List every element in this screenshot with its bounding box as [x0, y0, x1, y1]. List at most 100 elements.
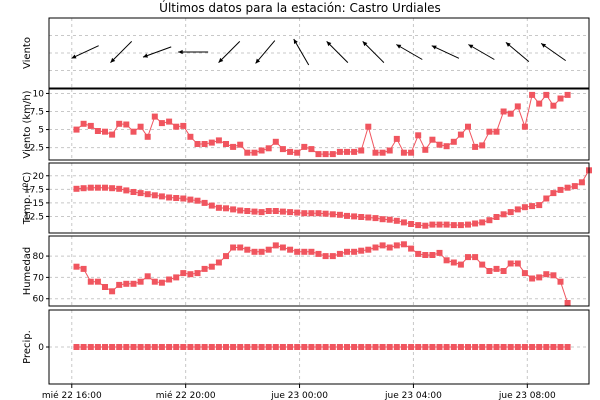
point-viento-11: [151, 113, 158, 120]
point-viento-48: [415, 132, 422, 139]
wind-arrow-11: [468, 44, 495, 60]
point-temp-43: [379, 216, 386, 223]
point-precip-45: [393, 344, 400, 350]
point-temp-65: [536, 202, 543, 209]
point-precip-17: [194, 344, 201, 350]
point-viento-4: [102, 128, 108, 135]
point-precip-42: [372, 344, 379, 350]
point-temp-40: [358, 214, 365, 220]
point-temp-69: [564, 184, 571, 191]
point-precip-2: [87, 344, 94, 350]
point-temp-38: [344, 212, 350, 219]
xtick-label-3: jue 23 04:00: [384, 391, 442, 400]
point-precip-15: [180, 344, 187, 350]
point-viento-25: [251, 149, 258, 156]
point-temp-26: [258, 209, 265, 216]
point-temp-32: [301, 210, 308, 217]
point-temp-29: [279, 208, 286, 215]
point-viento-23: [237, 141, 244, 148]
point-precip-47: [408, 344, 415, 350]
wind-arrow-5: [255, 40, 276, 64]
point-precip-52: [443, 344, 450, 350]
point-viento-6: [116, 120, 123, 127]
point-precip-55: [465, 344, 471, 350]
point-precip-27: [265, 344, 272, 350]
point-humedad-45: [393, 242, 400, 249]
point-temp-71: [578, 179, 585, 186]
point-temp-4: [102, 184, 108, 191]
point-temp-21: [223, 205, 229, 212]
point-precip-39: [351, 344, 358, 350]
point-temp-0: [73, 185, 80, 192]
point-precip-29: [279, 344, 286, 350]
point-temp-51: [436, 221, 443, 228]
point-temp-19: [208, 202, 215, 209]
point-temp-37: [336, 211, 343, 218]
wind-arrow-12: [505, 41, 530, 63]
point-humedad-55: [465, 254, 471, 261]
point-temp-68: [557, 186, 564, 193]
point-temp-54: [457, 222, 464, 229]
point-precip-6: [116, 344, 123, 350]
point-humedad-35: [322, 253, 329, 260]
point-temp-7: [123, 187, 130, 194]
point-precip-44: [386, 344, 393, 350]
point-temp-48: [415, 222, 422, 229]
point-temp-12: [158, 193, 165, 200]
point-humedad-12: [158, 279, 165, 286]
point-temp-47: [408, 221, 415, 227]
point-humedad-24: [244, 246, 251, 253]
point-humedad-47: [408, 245, 415, 252]
point-precip-0: [73, 344, 80, 350]
ytick-label-viento-0: 2.5: [30, 144, 44, 154]
point-viento-61: [507, 110, 514, 117]
point-temp-27: [265, 208, 272, 214]
point-precip-68: [557, 344, 564, 350]
point-humedad-46: [400, 241, 407, 248]
series-line-humedad: [76, 243, 569, 304]
point-viento-15: [180, 122, 187, 129]
point-humedad-43: [379, 242, 386, 249]
point-humedad-9: [137, 278, 144, 285]
point-temp-13: [166, 194, 173, 201]
point-viento-8: [130, 128, 137, 135]
point-viento-37: [336, 148, 343, 155]
point-temp-23: [237, 207, 244, 214]
point-temp-33: [308, 210, 315, 217]
point-temp-14: [173, 195, 180, 201]
point-humedad-15: [180, 270, 187, 277]
point-humedad-44: [386, 244, 393, 251]
point-humedad-50: [429, 252, 436, 258]
point-temp-63: [521, 204, 528, 211]
point-humedad-64: [529, 275, 536, 282]
point-precip-1: [80, 344, 87, 350]
point-precip-11: [151, 344, 158, 350]
point-precip-25: [251, 344, 258, 350]
point-viento-19: [208, 139, 215, 146]
wind-arrow-7: [326, 41, 349, 63]
point-temp-36: [329, 211, 336, 218]
point-humedad-67: [550, 272, 557, 279]
point-humedad-30: [287, 246, 294, 253]
point-humedad-41: [365, 246, 372, 253]
point-viento-5: [109, 131, 116, 138]
point-temp-35: [322, 210, 329, 217]
point-temp-61: [507, 209, 514, 216]
point-temp-56: [472, 220, 479, 227]
point-temp-39: [351, 213, 358, 220]
point-humedad-3: [94, 278, 101, 285]
point-precip-18: [201, 344, 208, 350]
point-humedad-40: [358, 247, 365, 254]
series-line-viento: [76, 93, 568, 155]
point-viento-34: [315, 151, 322, 158]
point-viento-26: [258, 147, 265, 154]
point-temp-5: [109, 185, 116, 192]
point-viento-63: [521, 123, 528, 130]
point-humedad-42: [372, 244, 379, 251]
point-precip-5: [109, 344, 116, 350]
ylabel-temp: Temp. (ºC): [22, 172, 33, 226]
point-humedad-62: [514, 260, 521, 267]
point-viento-44: [386, 147, 393, 154]
point-temp-28: [272, 208, 279, 214]
